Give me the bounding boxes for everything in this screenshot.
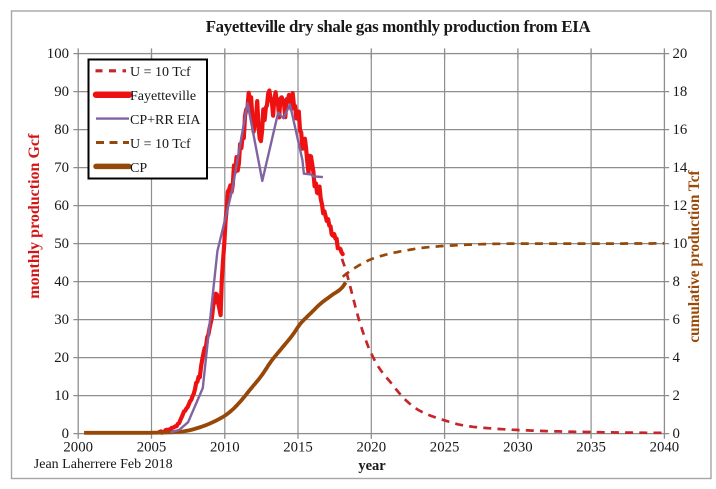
svg-text:70: 70 bbox=[54, 160, 69, 176]
svg-text:100: 100 bbox=[47, 46, 69, 62]
svg-text:80: 80 bbox=[54, 122, 69, 138]
svg-text:2000: 2000 bbox=[63, 440, 93, 456]
svg-text:40: 40 bbox=[54, 274, 69, 290]
svg-text:20: 20 bbox=[673, 46, 688, 62]
svg-text:20: 20 bbox=[54, 350, 69, 366]
svg-text:2030: 2030 bbox=[503, 440, 533, 456]
svg-text:2020: 2020 bbox=[357, 440, 387, 456]
svg-text:10: 10 bbox=[673, 236, 688, 252]
svg-text:U = 10 Tcf: U = 10 Tcf bbox=[130, 65, 191, 80]
svg-text:60: 60 bbox=[54, 198, 69, 214]
svg-text:14: 14 bbox=[673, 160, 688, 176]
svg-text:10: 10 bbox=[54, 388, 69, 404]
svg-text:2: 2 bbox=[673, 388, 680, 404]
svg-text:2005: 2005 bbox=[137, 440, 167, 456]
svg-text:2025: 2025 bbox=[430, 440, 460, 456]
svg-text:Jean Laherrere Feb 2018: Jean Laherrere Feb 2018 bbox=[34, 457, 173, 472]
svg-text:2015: 2015 bbox=[283, 440, 313, 456]
svg-text:Fayetteville: Fayetteville bbox=[130, 89, 196, 104]
svg-text:Fayetteville dry shale gas mon: Fayetteville dry shale gas monthly produ… bbox=[206, 17, 591, 36]
svg-text:2035: 2035 bbox=[576, 440, 606, 456]
svg-text:cumulative production Tcf: cumulative production Tcf bbox=[686, 169, 703, 342]
svg-text:16: 16 bbox=[673, 122, 688, 138]
svg-text:CP+RR EIA: CP+RR EIA bbox=[130, 113, 201, 128]
svg-text:2040: 2040 bbox=[650, 440, 680, 456]
svg-text:50: 50 bbox=[54, 236, 69, 252]
svg-text:18: 18 bbox=[673, 84, 688, 100]
svg-text:U = 10 Tcf: U = 10 Tcf bbox=[130, 137, 191, 152]
svg-text:0: 0 bbox=[673, 426, 680, 442]
svg-text:CP: CP bbox=[130, 161, 147, 176]
svg-text:4: 4 bbox=[673, 350, 681, 366]
svg-text:0: 0 bbox=[62, 426, 69, 442]
svg-text:year: year bbox=[358, 458, 386, 474]
svg-text:6: 6 bbox=[673, 312, 680, 328]
svg-text:8: 8 bbox=[673, 274, 680, 290]
svg-text:12: 12 bbox=[673, 198, 688, 214]
svg-text:90: 90 bbox=[54, 84, 69, 100]
svg-text:2010: 2010 bbox=[210, 440, 240, 456]
svg-text:monthly production Gcf: monthly production Gcf bbox=[26, 133, 43, 299]
svg-text:30: 30 bbox=[54, 312, 69, 328]
